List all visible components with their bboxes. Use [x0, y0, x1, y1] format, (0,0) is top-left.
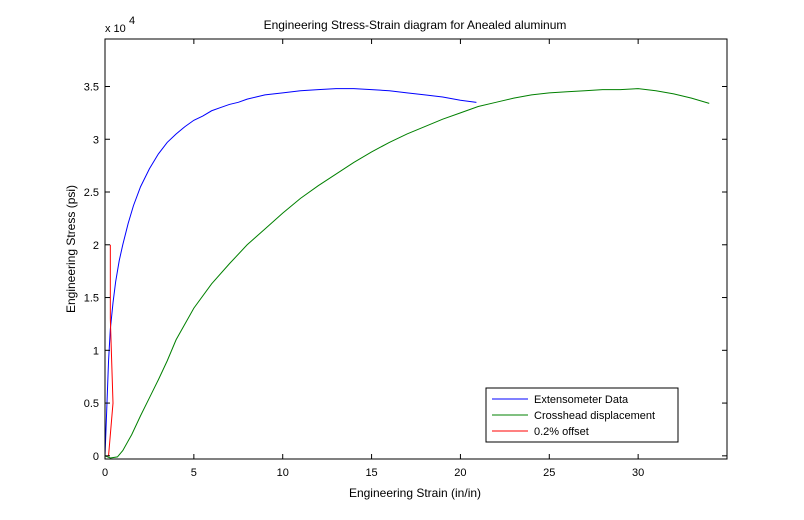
- y-tick-label: 1: [93, 345, 99, 357]
- x-tick-label: 25: [543, 467, 555, 479]
- x-tick-label: 0: [102, 467, 108, 479]
- chart-title: Engineering Stress-Strain diagram for An…: [264, 18, 567, 32]
- y-axis-label: Engineering Stress (psi): [64, 185, 78, 313]
- legend-label-extensometer-data: Extensometer Data: [534, 394, 629, 406]
- y-ticks: 0 0.5 1 1.5 2 2.5 3 3.5: [84, 81, 727, 463]
- y-tick-label: 0: [93, 451, 99, 463]
- y-tick-label: 3.5: [84, 81, 99, 93]
- axes-box: [104, 38, 728, 460]
- series-line-crosshead-displacement: [105, 88, 710, 459]
- y-tick-label: 2: [93, 240, 99, 252]
- y-multiplier-exponent: 4: [129, 15, 135, 27]
- x-axis-label: Engineering Strain (in/in): [349, 486, 481, 500]
- legend-label-0-2-offset: 0.2% offset: [534, 426, 589, 438]
- x-tick-label: 15: [365, 467, 377, 479]
- series-layer: [105, 88, 710, 459]
- x-tick-label: 10: [277, 467, 289, 479]
- y-multiplier-label: x 10: [105, 23, 126, 35]
- x-tick-label: 5: [191, 467, 197, 479]
- x-ticks: 0 5 10 15 20 25 30: [102, 39, 644, 479]
- y-tick-label: 0.5: [84, 398, 99, 410]
- y-axis-multiplier: x 10 4: [105, 15, 135, 35]
- x-tick-label: 20: [454, 467, 466, 479]
- y-tick-label: 1.5: [84, 293, 99, 305]
- series-line-0-2-offset: [108, 244, 114, 456]
- legend: Extensometer Data Crosshead displacement 0…: [485, 387, 679, 443]
- legend-label-crosshead-displacement: Crosshead displacement: [534, 410, 655, 422]
- y-tick-label: 3: [93, 134, 99, 146]
- x-tick-label: 30: [632, 467, 644, 479]
- series-line-extensometer-data: [105, 88, 477, 456]
- y-tick-label: 2.5: [84, 187, 99, 199]
